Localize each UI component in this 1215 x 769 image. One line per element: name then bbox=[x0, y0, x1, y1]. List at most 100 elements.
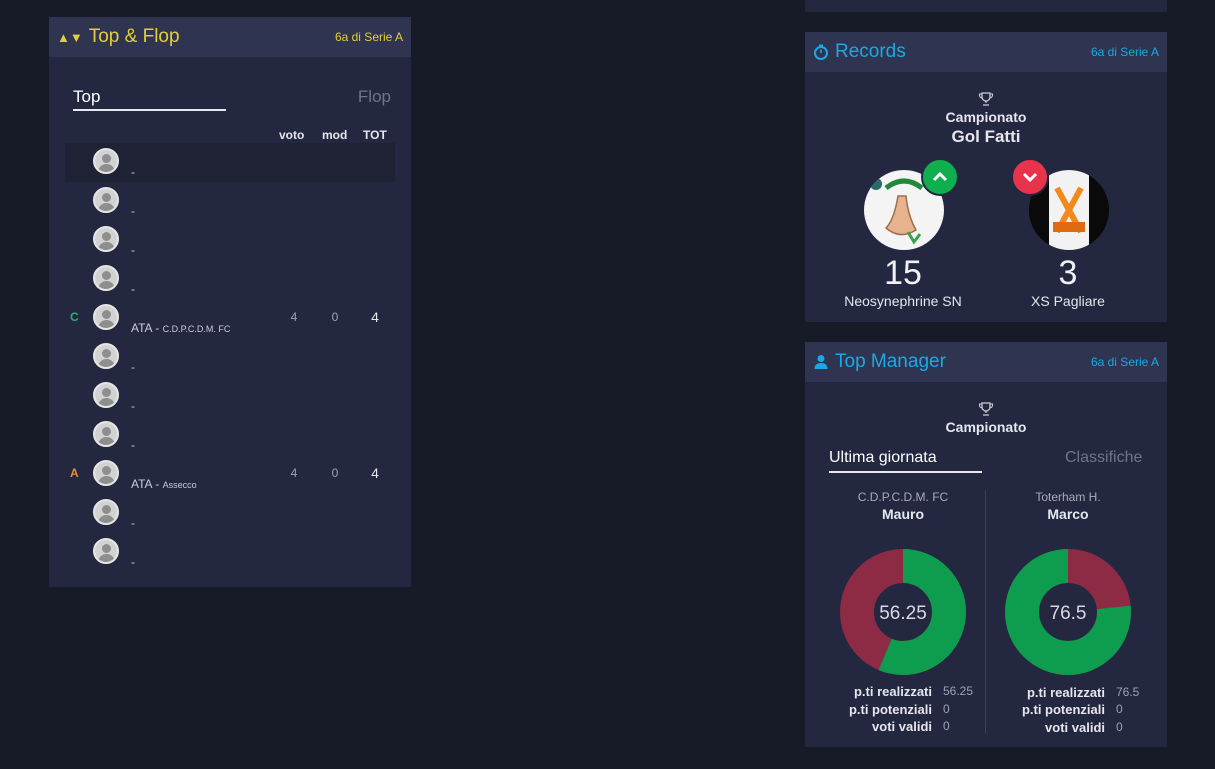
table-row[interactable]: - bbox=[65, 143, 395, 182]
records-category: Gol Fatti bbox=[951, 127, 1021, 146]
player-name: - bbox=[131, 360, 135, 374]
cell-mod: 0 bbox=[331, 310, 339, 324]
donut-realized bbox=[1005, 549, 1131, 675]
top-manager-header: Top Manager 6a di Serie A bbox=[805, 342, 1167, 382]
trophy-icon bbox=[978, 402, 994, 416]
donut-realized bbox=[840, 549, 966, 675]
player-name: - bbox=[131, 165, 135, 179]
player-team: Assecco bbox=[162, 480, 197, 490]
player-avatar-icon bbox=[93, 304, 119, 330]
chevron-up-icon bbox=[932, 172, 948, 182]
player-avatar-icon bbox=[93, 187, 119, 213]
player-avatar-icon bbox=[93, 421, 119, 447]
player-label: - bbox=[131, 360, 135, 374]
player-team: C.D.P.C.D.M. FC bbox=[162, 324, 231, 334]
player-name: - bbox=[131, 399, 135, 413]
stat-label: p.ti potenziali bbox=[1021, 702, 1105, 717]
manager-1-team: C.D.P.C.D.M. FC bbox=[857, 490, 949, 504]
stat-label: voti validi bbox=[872, 719, 932, 734]
table-row[interactable]: - bbox=[65, 533, 395, 572]
manager-2-name: Marco bbox=[1047, 506, 1089, 522]
records-card: Records 6a di Serie A Campionato Gol Fat… bbox=[805, 32, 1167, 322]
player-avatar-icon bbox=[93, 499, 119, 525]
records-round: 6a di Serie A bbox=[1090, 45, 1159, 59]
table-row[interactable]: - bbox=[65, 377, 395, 416]
cell-voto: 4 bbox=[290, 310, 298, 324]
thumbs-icon: ▲▼ bbox=[57, 29, 83, 45]
player-avatar-icon bbox=[93, 265, 119, 291]
record-best-value: 15 bbox=[884, 254, 922, 292]
player-label: - bbox=[131, 516, 135, 530]
player-label: - bbox=[131, 165, 135, 179]
records-title: Records bbox=[835, 41, 906, 62]
top-flop-round: 6a di Serie A bbox=[334, 30, 403, 44]
stat-label: p.ti realizzati bbox=[853, 684, 932, 699]
player-name: - bbox=[131, 282, 135, 296]
stopwatch-icon bbox=[814, 44, 828, 60]
manager-2-donut bbox=[1005, 549, 1131, 675]
tab-underline bbox=[73, 109, 226, 111]
manager-1-score: 56.25 bbox=[879, 603, 927, 624]
player-avatar-icon bbox=[93, 460, 119, 486]
record-down-badge bbox=[1011, 158, 1049, 196]
player-name: ATA - Assecco bbox=[131, 477, 197, 491]
stat-label: p.ti potenziali bbox=[848, 702, 932, 717]
player-name: - bbox=[131, 204, 135, 218]
player-name: ATA - C.D.P.C.D.M. FC bbox=[131, 321, 230, 335]
player-label: ATA - bbox=[131, 477, 163, 491]
manager-2-team: Toterham H. bbox=[1035, 490, 1101, 504]
player-name: - bbox=[131, 438, 135, 452]
role-badge: C bbox=[70, 310, 79, 324]
player-name: - bbox=[131, 516, 135, 530]
table-row[interactable]: A ATA - Assecco 4 0 4 bbox=[65, 455, 395, 494]
record-worst-team: XS Pagliare bbox=[1031, 293, 1105, 309]
tab-classifiche[interactable]: Classifiche bbox=[1065, 449, 1143, 466]
col-tot: TOT bbox=[363, 128, 387, 142]
records-header: Records 6a di Serie A bbox=[805, 32, 1167, 72]
top-flop-card: ▲▼ Top & Flop 6a di Serie A Top Flop vot… bbox=[49, 17, 411, 587]
top-manager-round: 6a di Serie A bbox=[1090, 355, 1159, 369]
record-up-badge bbox=[921, 158, 959, 196]
stat-label: p.ti realizzati bbox=[1026, 685, 1105, 700]
player-label: - bbox=[131, 282, 135, 296]
player-avatar-icon bbox=[93, 343, 119, 369]
top-flop-title: Top & Flop bbox=[88, 26, 180, 47]
record-best-team: Neosynephrine SN bbox=[844, 293, 962, 309]
cell-tot: 4 bbox=[371, 465, 379, 481]
player-avatar-icon bbox=[93, 148, 119, 174]
table-row[interactable]: - bbox=[65, 494, 395, 533]
table-row[interactable]: C ATA - C.D.P.C.D.M. FC 4 0 4 bbox=[65, 299, 395, 338]
table-row[interactable]: - bbox=[65, 182, 395, 221]
manager-1-donut bbox=[840, 549, 966, 675]
stat-value: 76.5 bbox=[1116, 685, 1140, 699]
manager-divider bbox=[985, 490, 986, 733]
player-name: - bbox=[131, 243, 135, 257]
stat-value: 0 bbox=[1116, 702, 1123, 716]
manager-2-score: 76.5 bbox=[1049, 603, 1087, 624]
record-worst-value: 3 bbox=[1058, 254, 1078, 292]
table-row[interactable]: - bbox=[65, 221, 395, 260]
player-avatar-icon bbox=[93, 538, 119, 564]
stat-value: 56.25 bbox=[943, 684, 974, 698]
records-competition: Campionato bbox=[945, 109, 1027, 125]
table-row[interactable]: - bbox=[65, 338, 395, 377]
player-label: ATA - bbox=[131, 321, 163, 335]
chevron-down-icon bbox=[1022, 172, 1038, 182]
player-avatar-icon bbox=[93, 226, 119, 252]
tab-top[interactable]: Top bbox=[73, 87, 101, 106]
col-mod: mod bbox=[322, 128, 348, 142]
player-label: - bbox=[131, 438, 135, 452]
tab-ultima-giornata[interactable]: Ultima giornata bbox=[829, 449, 937, 466]
tab-flop[interactable]: Flop bbox=[357, 87, 391, 106]
table-row[interactable]: - bbox=[65, 416, 395, 455]
player-avatar-icon bbox=[93, 382, 119, 408]
player-label: - bbox=[131, 204, 135, 218]
top-manager-card: Top Manager 6a di Serie A Campionato Ult… bbox=[805, 342, 1167, 747]
manager-1-name: Mauro bbox=[882, 506, 924, 522]
top-manager-title: Top Manager bbox=[835, 351, 946, 372]
tab-underline bbox=[829, 471, 982, 473]
stat-value: 0 bbox=[943, 702, 950, 716]
user-icon bbox=[814, 355, 828, 369]
cell-tot: 4 bbox=[371, 309, 379, 325]
table-row[interactable]: - bbox=[65, 260, 395, 299]
